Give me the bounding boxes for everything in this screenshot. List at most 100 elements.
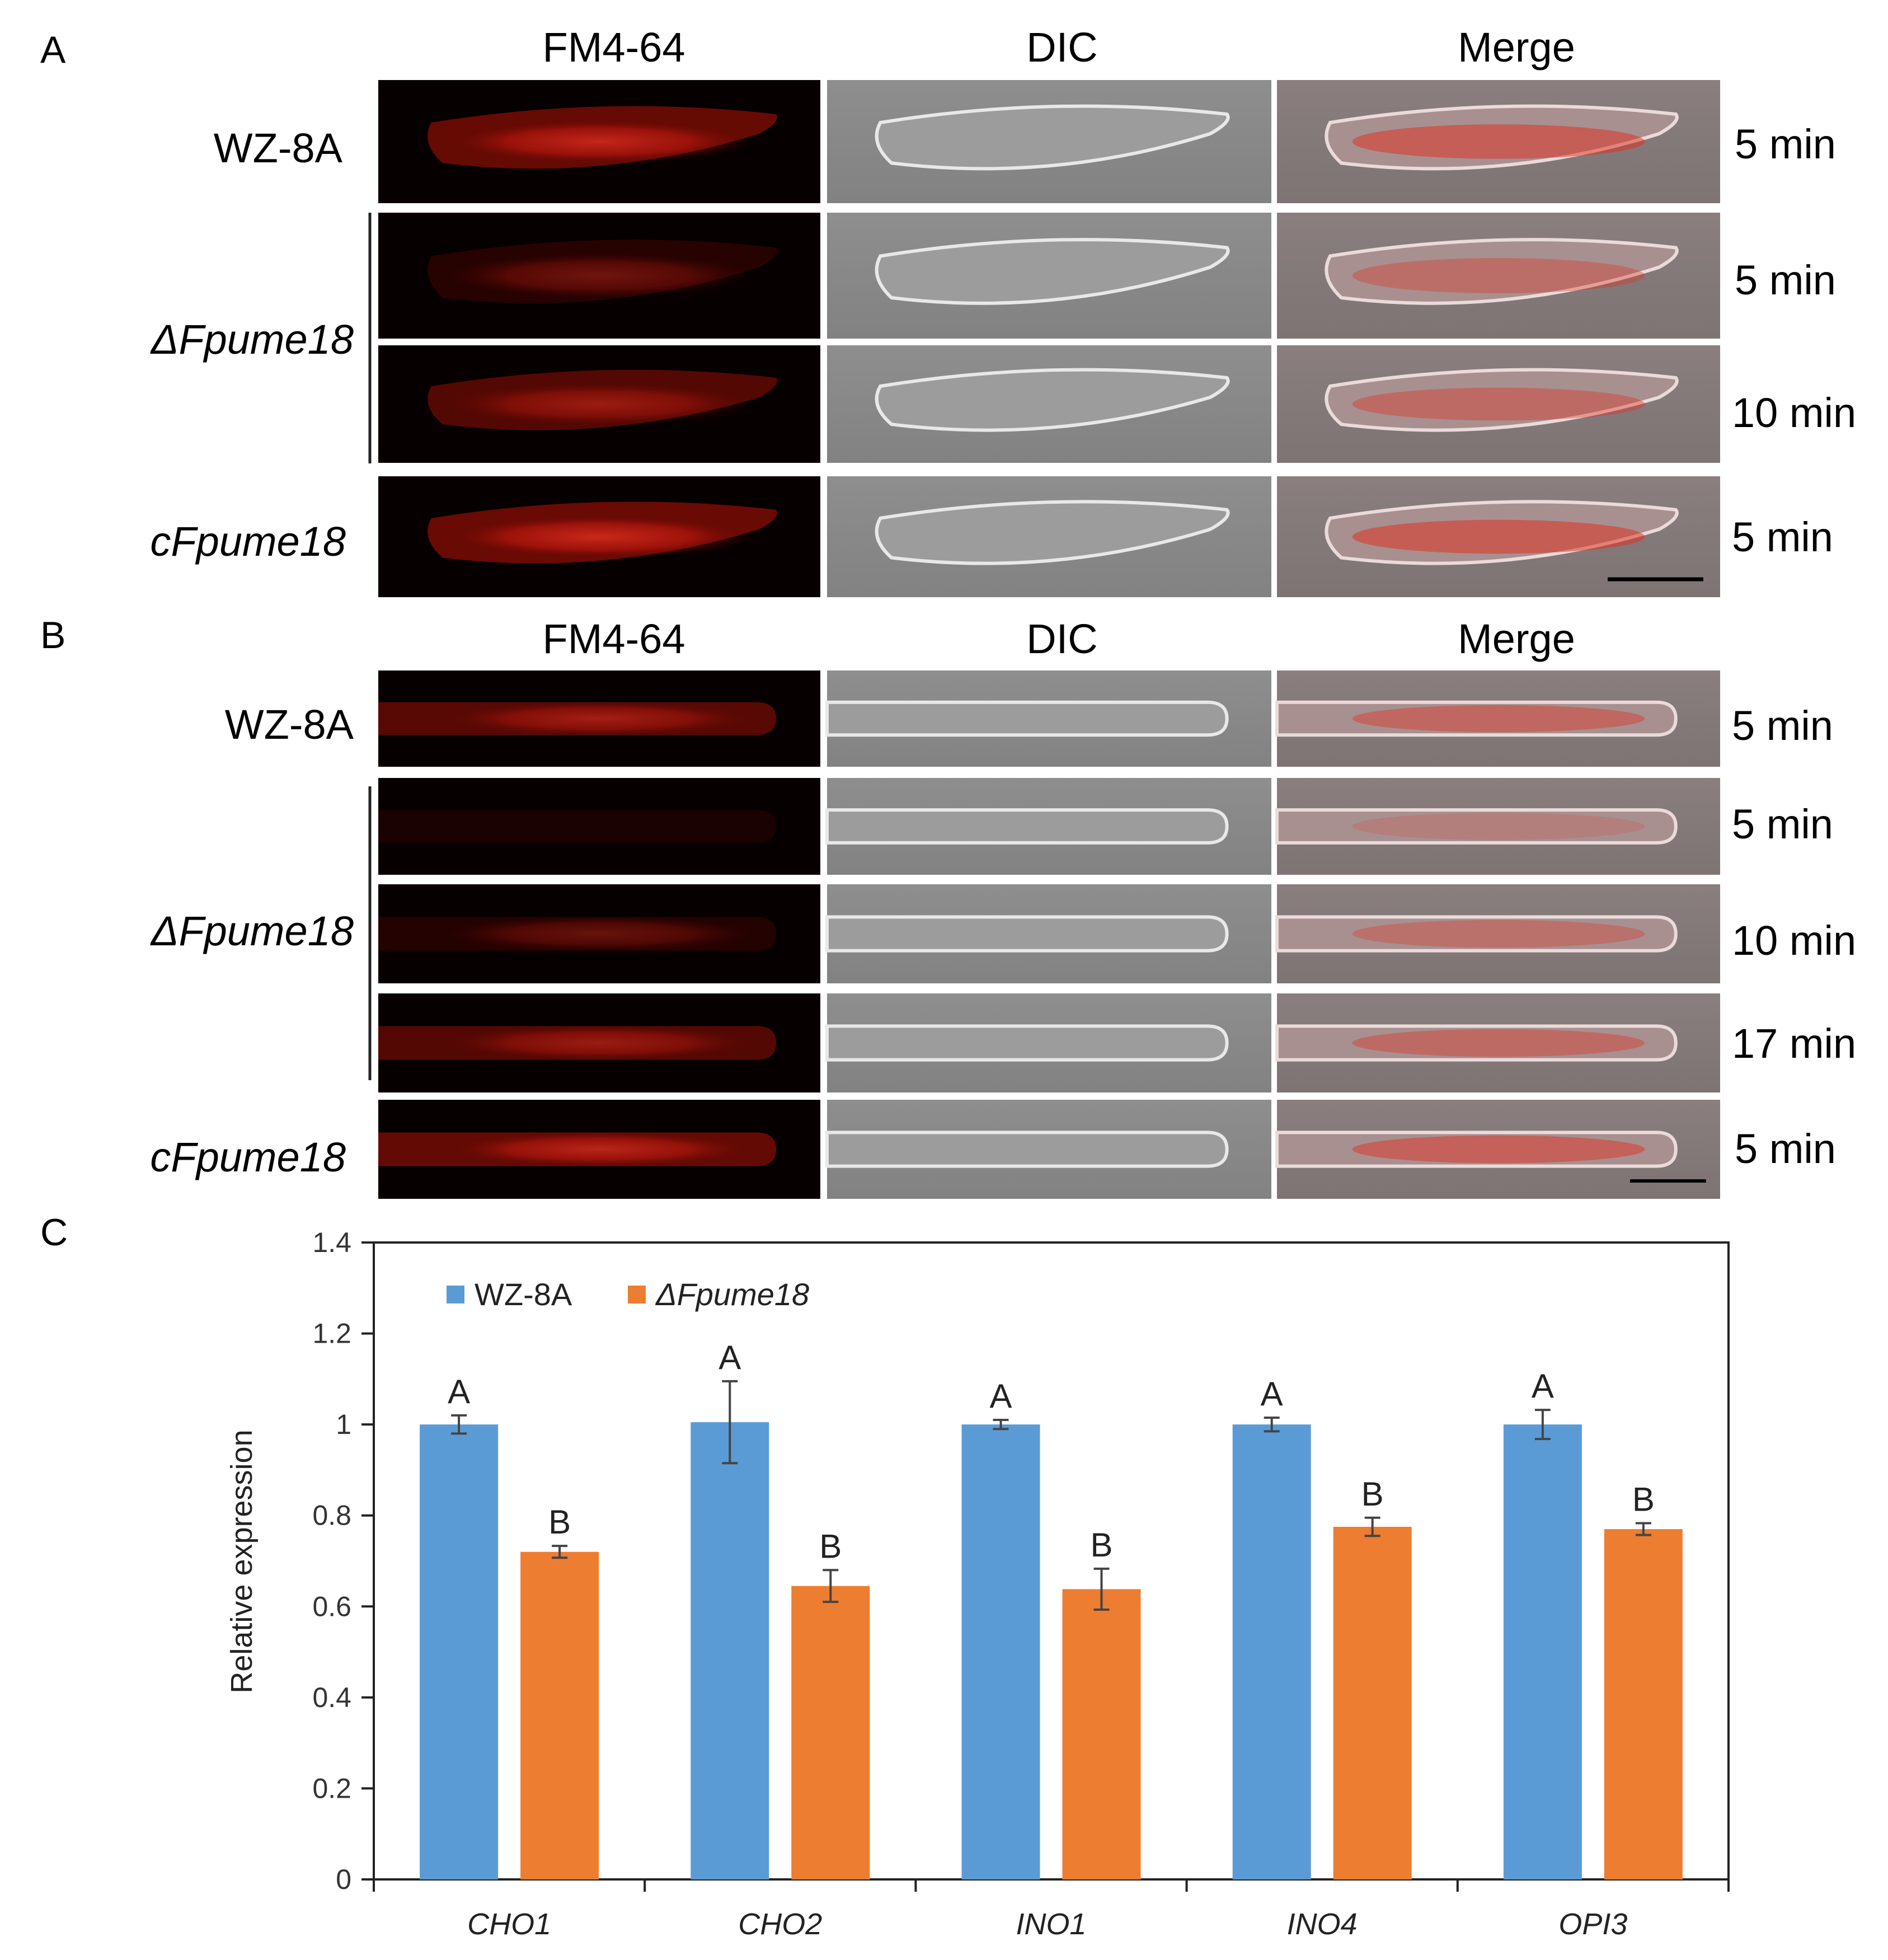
- panel-b-row-label-wz-8a: WZ-8A: [225, 701, 354, 748]
- panel-b-row-label-deletion: ΔFpume18: [150, 908, 354, 954]
- x-category-label-ino1: INO1: [1016, 1907, 1086, 1941]
- y-tick-label: 0.8: [312, 1500, 351, 1531]
- significance-label: B: [1361, 1475, 1384, 1513]
- significance-label: B: [548, 1503, 571, 1541]
- panel-a-row4-fm-image: [378, 476, 820, 597]
- panel-b-row1-dic-image: [825, 670, 1271, 767]
- legend-swatch-wz-8a: [447, 1286, 464, 1303]
- significance-label: B: [1632, 1481, 1655, 1518]
- panel-a-row3-dic-image-cell-outline: [875, 368, 1230, 432]
- panel-a-row4-dic-image-cell-outline: [875, 500, 1230, 565]
- panel-a-row1-dic-image: [827, 80, 1271, 203]
- panel-b-row5-dic-image-cell-outline: [825, 1131, 1229, 1168]
- panel-b-row1-fm-image: [378, 670, 820, 767]
- panel-b-row4-dic-image: [825, 993, 1271, 1092]
- panel-b-row3-merge-image: [1275, 884, 1720, 983]
- significance-label: B: [819, 1527, 842, 1565]
- panel-b-time-row3: 10 min: [1732, 917, 1856, 964]
- panel-a: A FM4-64 DIC Merge WZ-8A ΔFpume18 cFpume…: [40, 24, 1856, 597]
- panel-a-row3-merge-image: [1277, 345, 1720, 463]
- panel-b-row4-merge-image-cell-outline: [1275, 1024, 1678, 1062]
- panel-b-row4-fm-image-signal: [444, 1025, 754, 1061]
- panel-a-letter: A: [40, 29, 66, 71]
- x-axis: CHO1 CHO2 INO1 INO4 OPI3: [373, 1879, 1730, 1941]
- y-tick-label: 0.4: [312, 1682, 351, 1713]
- panel-a-time-row2: 5 min: [1735, 257, 1836, 303]
- panel-a-row-label-wz-8a: WZ-8A: [214, 125, 343, 171]
- panel-b-row3-dic-image-cell-outline: [825, 915, 1229, 953]
- significance-label: A: [718, 1339, 741, 1376]
- panel-a-column-merge: Merge: [1458, 24, 1575, 71]
- panel-b-row2-fm-image: [378, 778, 820, 875]
- bar-wz-8a-opi3: [1503, 1424, 1582, 1879]
- x-category-label-cho1: CHO1: [467, 1907, 551, 1941]
- panel-a-row3-fm-image: [378, 345, 820, 463]
- bar-deletion-ino1: [1062, 1589, 1141, 1879]
- panel-a-row3-dic-image: [827, 345, 1271, 463]
- y-tick-label: 0.2: [312, 1773, 351, 1804]
- panel-b: B FM4-64 DIC Merge WZ-8A ΔFpume18 cFpume…: [40, 614, 1856, 1199]
- panel-b-row3-merge-image-cell-outline: [1275, 915, 1678, 953]
- panel-b-row3-merge-image-signal: [1352, 920, 1645, 948]
- panel-b-row4-merge-image-signal: [1352, 1029, 1645, 1057]
- panel-b-row3-fm-image-signal: [444, 916, 754, 952]
- panel-a-row2-dic-image: [827, 213, 1271, 339]
- bar-deletion-cho2: [791, 1586, 870, 1879]
- panel-b-time-row5: 5 min: [1735, 1126, 1836, 1172]
- panel-a-column-dic: DIC: [1026, 24, 1097, 71]
- panel-b-row5-merge-image-cell-outline: [1275, 1131, 1678, 1168]
- legend: WZ-8A ΔFpume18: [447, 1277, 809, 1312]
- panel-a-row2-fm-image-signal: [444, 253, 754, 298]
- panel-c-letter: C: [40, 1211, 68, 1254]
- panel-a-column-fm4-64: FM4-64: [543, 24, 685, 71]
- plot-area-frame: [373, 1241, 1730, 1881]
- panel-a-row2-merge-image: [1277, 213, 1720, 339]
- panel-a-row1-fm-image: [378, 80, 820, 203]
- panel-b-letter: B: [40, 614, 65, 657]
- panel-a-row2-fm-image: [378, 213, 820, 339]
- panel-b-row4-merge-image: [1275, 993, 1720, 1092]
- panel-b-row4-fm-image: [378, 993, 820, 1092]
- panel-b-row1-fm-image-signal: [444, 701, 754, 736]
- legend-label-deletion: ΔFpume18: [655, 1277, 809, 1312]
- panel-a-time-row4: 5 min: [1732, 514, 1833, 560]
- panel-b-time-row4: 17 min: [1732, 1020, 1856, 1067]
- panel-b-row5-merge-image-signal: [1352, 1135, 1645, 1164]
- panel-b-column-dic: DIC: [1026, 616, 1097, 662]
- panel-a-row-label-deletion: ΔFpume18: [150, 316, 354, 363]
- panel-a-row4-dic-image: [827, 476, 1271, 597]
- panel-b-row2-dic-image: [825, 778, 1271, 875]
- significance-label: A: [1261, 1375, 1283, 1413]
- panel-b-row5-dic-image: [825, 1100, 1271, 1199]
- bar-deletion-ino4: [1333, 1527, 1412, 1879]
- x-category-label-opi3: OPI3: [1558, 1907, 1627, 1941]
- significance-label: A: [448, 1373, 470, 1410]
- panel-b-row4-dic-image-cell-outline: [825, 1024, 1229, 1062]
- bar-wz-8a-ino4: [1232, 1424, 1311, 1879]
- significance-label: A: [989, 1377, 1012, 1415]
- panel-a-row-label-complement: cFpume18: [150, 518, 346, 565]
- panel-b-micrograph-grid: [378, 670, 1720, 1199]
- panel-b-row2-fm-image-fluorescence: [378, 810, 776, 843]
- panel-b-time-row2: 5 min: [1732, 801, 1833, 847]
- x-category-label-cho2: CHO2: [738, 1907, 822, 1941]
- panel-a-row4-fm-image-signal: [444, 515, 754, 559]
- panel-b-row2-fm-image-background: [378, 778, 820, 875]
- bar-series: A A A A A B B B B B: [420, 1339, 1683, 1879]
- y-tick-label: 1.4: [312, 1227, 351, 1258]
- y-tick-label: 0: [336, 1864, 351, 1895]
- panel-a-micrograph-grid: [378, 80, 1720, 597]
- panel-a-row2-merge-image-signal: [1352, 258, 1645, 293]
- panel-a-row3-merge-image-signal: [1352, 387, 1645, 421]
- bar-deletion-cho1: [520, 1551, 599, 1879]
- panel-b-row1-dic-image-cell-outline: [825, 700, 1229, 737]
- significance-label: B: [1090, 1526, 1112, 1564]
- panel-b-row1-merge-image: [1275, 670, 1720, 767]
- bar-deletion-opi3: [1604, 1529, 1683, 1879]
- panel-a-row3-merge-image-cell-outline: [1325, 368, 1679, 432]
- x-category-label-ino4: INO4: [1287, 1907, 1358, 1941]
- panel-b-row5-fm-image: [378, 1100, 820, 1199]
- panel-a-row4-merge-image: [1277, 476, 1720, 597]
- panel-a-row2-dic-image-cell-outline: [875, 238, 1230, 305]
- panel-a-row1-dic-image-cell-outline: [875, 104, 1230, 171]
